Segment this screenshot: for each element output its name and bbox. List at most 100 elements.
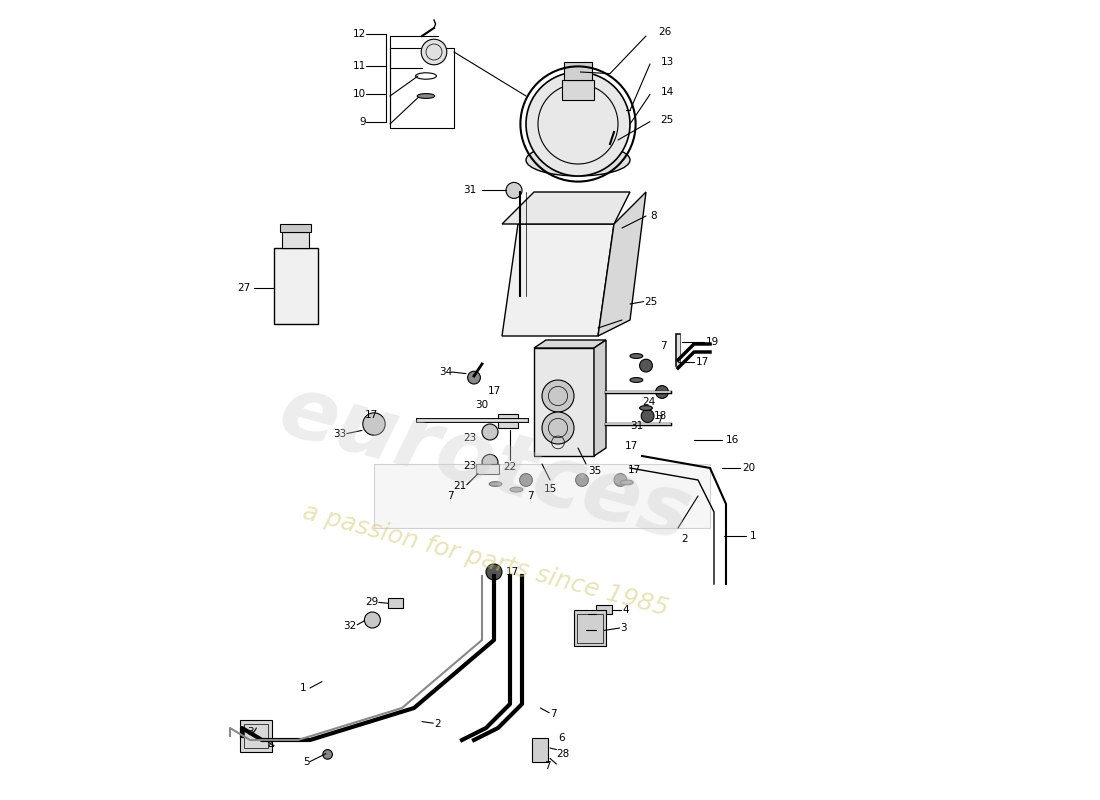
Text: 17: 17	[625, 441, 638, 450]
Text: 22: 22	[504, 462, 517, 472]
Bar	[240, 720, 272, 752]
Polygon shape	[598, 192, 646, 336]
Text: 26: 26	[658, 27, 671, 37]
Bar	[578, 614, 603, 643]
Circle shape	[614, 474, 627, 486]
Bar	[282, 232, 309, 248]
Polygon shape	[534, 348, 594, 456]
Text: 34: 34	[439, 367, 452, 377]
Bar	[390, 48, 454, 128]
Text: 8: 8	[650, 211, 657, 221]
Text: 14: 14	[660, 87, 673, 97]
Text: 7: 7	[657, 415, 663, 425]
Circle shape	[641, 410, 654, 422]
Ellipse shape	[620, 480, 634, 485]
Text: 7: 7	[660, 341, 667, 350]
Text: 7: 7	[550, 709, 557, 718]
Circle shape	[519, 474, 532, 486]
Text: 17: 17	[487, 386, 500, 396]
Text: 20: 20	[742, 463, 755, 473]
Circle shape	[363, 413, 385, 435]
Text: 2: 2	[434, 719, 441, 729]
Circle shape	[364, 612, 381, 628]
Text: 17: 17	[364, 410, 377, 420]
Text: 25: 25	[645, 297, 658, 306]
Ellipse shape	[639, 406, 652, 410]
Text: 17: 17	[628, 465, 641, 474]
Text: 3: 3	[620, 623, 627, 633]
Bar	[574, 610, 606, 646]
Text: a passion for parts since 1985: a passion for parts since 1985	[300, 499, 671, 621]
Ellipse shape	[630, 354, 642, 358]
Bar	[498, 414, 518, 428]
Bar	[388, 598, 403, 608]
Polygon shape	[594, 340, 606, 456]
Text: 28: 28	[557, 749, 570, 758]
Text: 35: 35	[588, 466, 602, 477]
Circle shape	[506, 182, 522, 198]
Circle shape	[542, 380, 574, 412]
Text: 31: 31	[463, 186, 476, 195]
Text: 29: 29	[365, 598, 378, 607]
Text: 2: 2	[681, 534, 688, 544]
Circle shape	[639, 359, 652, 372]
Bar	[564, 62, 592, 80]
Circle shape	[482, 454, 498, 470]
Text: 7: 7	[544, 762, 551, 771]
Circle shape	[421, 39, 447, 65]
Text: 4: 4	[267, 741, 274, 750]
Text: 25: 25	[660, 115, 673, 125]
Text: 17: 17	[506, 567, 519, 577]
Text: 5: 5	[304, 757, 310, 766]
Text: 17: 17	[695, 357, 708, 366]
Text: 18: 18	[654, 411, 668, 421]
Circle shape	[468, 371, 481, 384]
Text: 13: 13	[660, 57, 673, 66]
Circle shape	[656, 386, 669, 398]
Ellipse shape	[510, 487, 522, 492]
Text: 16: 16	[726, 435, 739, 445]
Text: 11: 11	[353, 61, 366, 70]
Bar	[274, 248, 318, 324]
Bar	[476, 464, 498, 474]
Text: 31: 31	[630, 421, 644, 430]
Text: 1: 1	[299, 683, 306, 693]
Circle shape	[575, 474, 589, 486]
Text: 32: 32	[343, 621, 356, 630]
Text: 33: 33	[332, 429, 346, 438]
Bar	[243, 724, 267, 748]
Text: eurotces: eurotces	[271, 369, 701, 559]
Text: 23: 23	[463, 434, 476, 443]
Polygon shape	[374, 464, 710, 528]
Text: 7: 7	[527, 491, 534, 501]
Polygon shape	[534, 340, 606, 348]
Ellipse shape	[630, 378, 642, 382]
Ellipse shape	[417, 94, 434, 98]
Polygon shape	[502, 224, 614, 336]
Circle shape	[542, 412, 574, 444]
Text: 24: 24	[642, 398, 656, 407]
Text: 19: 19	[706, 337, 719, 346]
Text: 6: 6	[558, 733, 564, 742]
Text: 9: 9	[360, 117, 366, 126]
Text: 30: 30	[475, 400, 488, 410]
Text: 15: 15	[543, 484, 557, 494]
Text: 10: 10	[353, 89, 366, 98]
Circle shape	[526, 72, 630, 176]
Text: 23: 23	[463, 461, 476, 470]
Text: 3: 3	[248, 727, 254, 737]
Ellipse shape	[526, 144, 630, 176]
Circle shape	[486, 564, 502, 580]
Text: 12: 12	[353, 29, 366, 38]
Text: 4: 4	[621, 605, 628, 614]
Circle shape	[322, 750, 332, 759]
Text: 27: 27	[236, 283, 250, 293]
Bar	[280, 224, 311, 232]
Text: 1: 1	[750, 531, 757, 541]
Bar	[596, 605, 613, 614]
Polygon shape	[502, 192, 630, 224]
Ellipse shape	[490, 482, 502, 486]
Text: 7: 7	[448, 491, 454, 501]
Bar	[532, 738, 549, 762]
Bar	[562, 80, 594, 100]
